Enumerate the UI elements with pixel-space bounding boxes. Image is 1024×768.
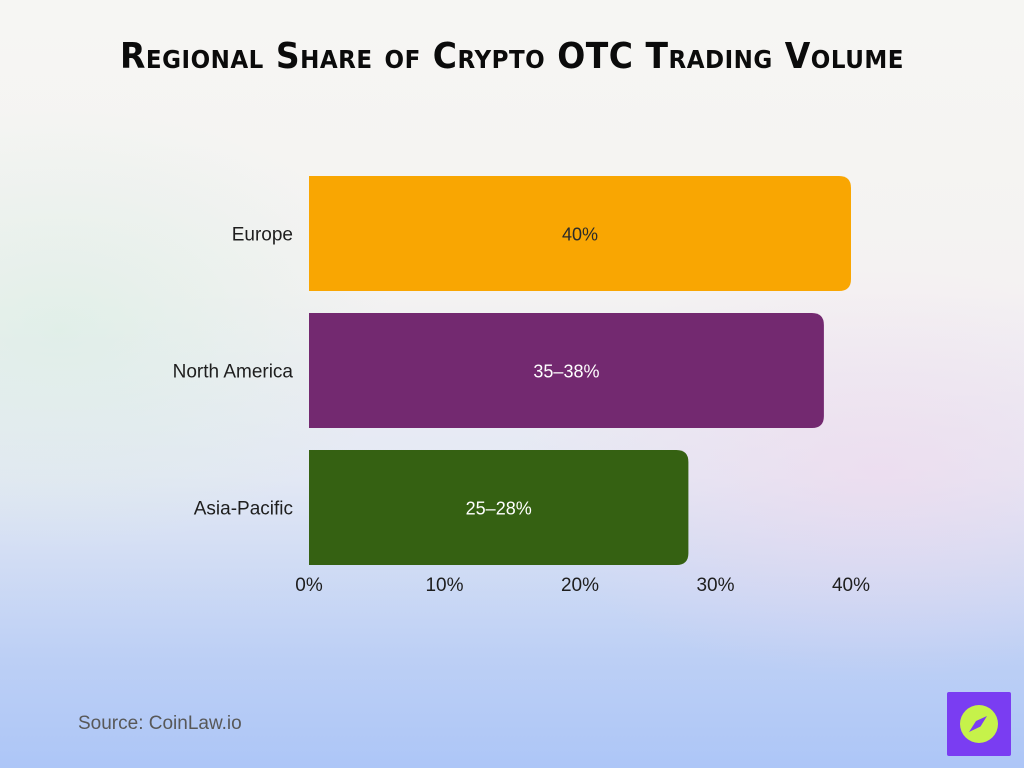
x-tick-label: 0% — [295, 575, 323, 596]
x-tick-label: 40% — [832, 575, 870, 596]
category-label: Asia-Pacific — [194, 499, 293, 520]
bar-chart: Europe North America Asia-Pacific 40% 35–38… — [173, 176, 870, 596]
bar — [309, 313, 824, 428]
compass-icon — [960, 705, 998, 743]
chart-title: Regional Share of Crypto OTC Trading Vol… — [120, 34, 904, 77]
data-label: 35–38% — [533, 362, 599, 382]
brand-logo — [947, 692, 1011, 756]
x-tick-label: 20% — [561, 575, 599, 596]
bar — [309, 450, 689, 565]
category-label: North America — [173, 362, 294, 383]
category-labels: Europe North America Asia-Pacific — [173, 225, 294, 520]
x-tick-label: 10% — [425, 575, 463, 596]
x-axis-ticks: 0% 10% 20% 30% 40% — [295, 575, 870, 596]
bar — [309, 176, 851, 291]
source-text: Source: CoinLaw.io — [78, 713, 242, 734]
data-label: 25–28% — [466, 499, 532, 519]
data-labels: 40% 35–38% 25–28% — [466, 225, 600, 519]
bar-group — [309, 176, 851, 565]
category-label: Europe — [232, 225, 293, 246]
data-label: 40% — [562, 225, 598, 245]
x-tick-label: 30% — [696, 575, 734, 596]
